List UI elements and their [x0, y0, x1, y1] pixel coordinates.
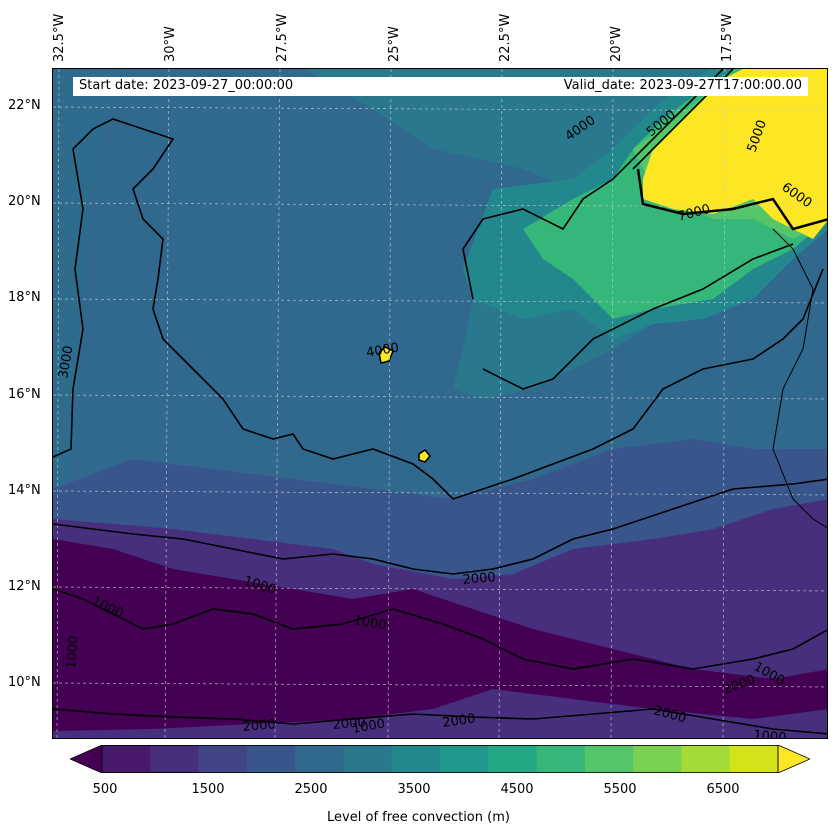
lat-label: 20°N: [8, 194, 41, 209]
colorbar-segment: [246, 745, 296, 773]
colorbar: [70, 745, 810, 773]
colorbar-tick: 3500: [397, 782, 431, 797]
colorbar-segment: [440, 745, 489, 773]
lat-label: 18°N: [8, 290, 41, 305]
contour-3000: [53, 118, 824, 500]
field-lowest-region: [53, 539, 827, 731]
gridlines: [53, 69, 827, 738]
contour-label: 2000: [462, 570, 496, 588]
contour-label: 1000: [351, 716, 386, 737]
lat-label: 16°N: [8, 387, 41, 402]
contour-label: 1000: [753, 728, 787, 739]
colorbar-tick: 500: [92, 782, 118, 797]
contour-label: 1000: [352, 613, 387, 634]
field-7000-region: [643, 69, 827, 239]
colorbar-segment: [391, 745, 441, 773]
contour-label: 2000: [441, 712, 476, 731]
coastline: [772, 228, 827, 529]
contour-7000: [636, 168, 827, 231]
colorbar-segment: [633, 745, 682, 773]
colorbar-segment: [102, 745, 151, 773]
lat-label: 22°N: [8, 98, 41, 113]
lon-label: 25°W: [387, 26, 402, 62]
colorbar-outline: [101, 745, 779, 773]
map-canvas: 1000 1000 1000 1000 1000 1000 1000 2000 …: [53, 69, 827, 739]
contour-lines: [53, 69, 827, 735]
lat-label: 10°N: [8, 675, 41, 690]
colorbar-tick: 2500: [294, 782, 328, 797]
colorbar-segment: [150, 745, 200, 773]
colorbar-segment: [536, 745, 586, 773]
contour-4000: [462, 69, 724, 300]
colorbar-extend-low: [70, 745, 103, 773]
colorbar-tick: 5500: [603, 782, 637, 797]
colorbar-tick: 6500: [706, 782, 740, 797]
colorbar-label: Level of free convection (m): [327, 810, 510, 825]
colorbar-tick: 1500: [191, 782, 225, 797]
valid-date-label: Valid_date: 2023-09-27T17:00:00.00: [563, 78, 802, 93]
colorbar-tick: 4500: [500, 782, 534, 797]
contour-4000-south: [482, 243, 794, 390]
colorbar-segment: [295, 745, 344, 773]
colorbar-segment: [729, 745, 779, 773]
contour-label: 3000: [56, 344, 77, 379]
lon-label: 30°W: [163, 26, 178, 62]
contour-label: 2000: [332, 715, 366, 733]
lon-label: 32.5°W: [52, 13, 67, 62]
contour-label: 1000: [64, 635, 82, 669]
contour-2000-south: [53, 708, 827, 735]
colorbar-segment: [343, 745, 393, 773]
island-yellow-2: [418, 449, 431, 463]
contour-2000-north: [53, 478, 827, 575]
lon-label: 22.5°W: [498, 13, 513, 62]
map-panel[interactable]: 1000 1000 1000 1000 1000 1000 1000 2000 …: [52, 68, 828, 739]
lat-label: 14°N: [8, 483, 41, 498]
lon-label: 27.5°W: [275, 13, 290, 62]
colorbar-segment: [198, 745, 248, 773]
colorbar-segment: [681, 745, 731, 773]
colorbar-segment: [584, 745, 634, 773]
start-date-label: Start date: 2023-09-27_00:00:00: [79, 78, 294, 93]
lon-label: 20°W: [609, 26, 624, 62]
colorbar-segment: [488, 745, 538, 773]
field-west-region: [53, 69, 113, 509]
contour-5000: [632, 69, 734, 170]
contour-label: 4000: [365, 340, 400, 361]
contour-label: 2000: [242, 717, 276, 735]
header-info-box: Start date: 2023-09-27_00:00:00 Valid_da…: [73, 77, 808, 96]
colorbar-extend-high: [777, 745, 810, 773]
lon-label: 17.5°W: [720, 13, 735, 62]
lat-label: 12°N: [8, 579, 41, 594]
contour-1000: [53, 588, 827, 670]
